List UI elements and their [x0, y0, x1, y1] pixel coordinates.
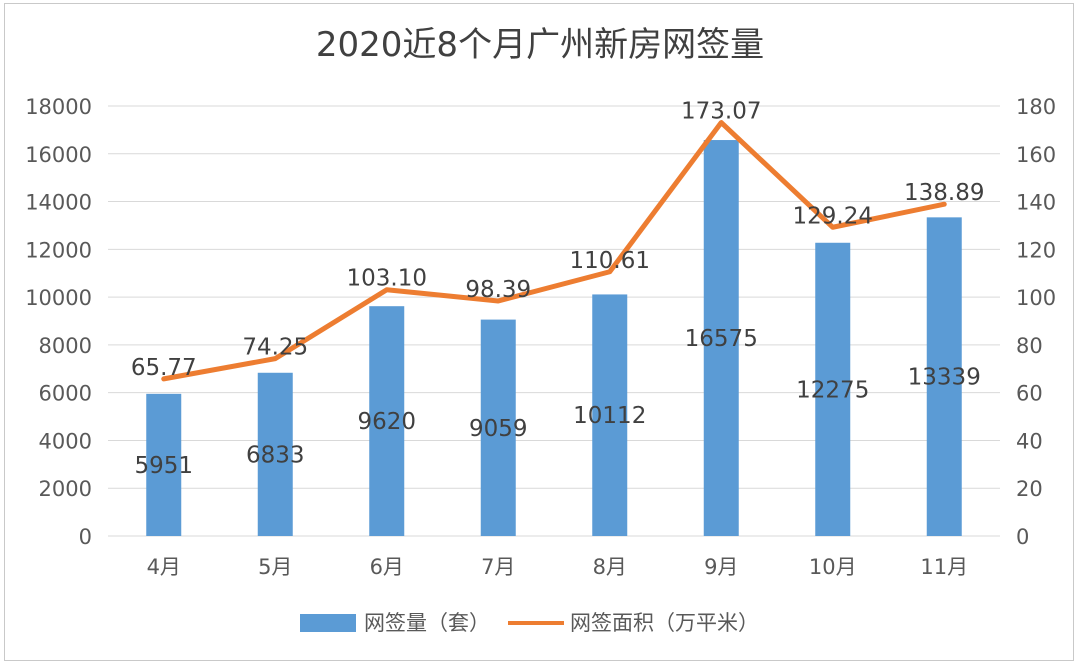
line-data-label: 173.07 [681, 99, 761, 125]
right-tick-label: 180 [1016, 95, 1056, 119]
bar [926, 217, 962, 536]
left-tick-label: 10000 [25, 286, 92, 310]
left-tick-label: 18000 [25, 95, 92, 119]
gridlines [108, 105, 1000, 537]
bar-series [146, 140, 962, 536]
chart-frame [4, 3, 1074, 661]
left-tick-label: 0 [79, 525, 92, 549]
bar-data-labels: 5951 6833 9620 9059 10112 16575 12275 13339 [134, 326, 980, 479]
category-label: 8月 [593, 555, 627, 579]
legend-label-bar: 网签量（套） [364, 611, 490, 635]
right-axis-ticks: 0 20 40 60 80 100 120 140 160 180 [1016, 95, 1056, 549]
right-tick-label: 0 [1016, 525, 1029, 549]
category-label: 7月 [481, 555, 515, 579]
line-data-label: 65.77 [131, 355, 197, 381]
line-data-label: 138.89 [904, 180, 984, 206]
left-tick-label: 6000 [39, 382, 92, 406]
right-tick-label: 140 [1016, 191, 1056, 215]
right-tick-label: 100 [1016, 286, 1056, 310]
right-tick-label: 120 [1016, 238, 1056, 262]
bar-data-label: 6833 [246, 442, 305, 468]
bar-data-label: 9620 [357, 409, 416, 435]
category-label: 4月 [147, 555, 181, 579]
left-tick-label: 16000 [25, 143, 92, 167]
line-data-label: 98.39 [465, 277, 531, 303]
left-tick-label: 8000 [39, 334, 92, 358]
bar [815, 242, 851, 536]
bar-data-label: 13339 [908, 365, 981, 391]
bar [369, 306, 405, 536]
bar-data-label: 12275 [796, 377, 869, 403]
chart-title: 2020近8个月广州新房网签量 [316, 25, 764, 65]
line-series [161, 120, 947, 382]
right-tick-label: 160 [1016, 143, 1056, 167]
left-tick-label: 2000 [39, 477, 92, 501]
line-data-label: 74.25 [242, 335, 308, 361]
right-tick-label: 60 [1016, 382, 1043, 406]
legend-swatch-bar [300, 614, 356, 632]
line-data-label: 110.61 [570, 248, 650, 274]
left-axis-ticks: 0 2000 4000 6000 8000 10000 12000 14000 16000 180… [25, 95, 92, 549]
bar-data-label: 9059 [469, 416, 528, 442]
category-label: 10月 [809, 555, 857, 579]
line-data-label: 103.10 [347, 266, 427, 292]
right-tick-label: 80 [1016, 334, 1043, 358]
bar-data-label: 16575 [685, 326, 758, 352]
right-tick-label: 20 [1016, 477, 1043, 501]
line-data-labels: 65.77 74.25 103.10 98.39 110.61 173.07 129.24 1… [131, 99, 985, 381]
bar [257, 372, 293, 536]
bar-data-label: 5951 [134, 453, 193, 479]
left-tick-label: 12000 [25, 238, 92, 262]
bar [480, 319, 516, 536]
legend: 网签量（套） 网签面积（万平米） [300, 611, 759, 635]
left-tick-label: 14000 [25, 191, 92, 215]
bar [592, 294, 628, 536]
category-label: 6月 [370, 555, 404, 579]
series-line [161, 120, 947, 382]
left-tick-label: 4000 [39, 429, 92, 453]
category-label: 5月 [258, 555, 292, 579]
legend-label-line: 网签面积（万平米） [570, 611, 759, 635]
bar [146, 393, 182, 536]
category-label: 9月 [704, 555, 738, 579]
bar [703, 140, 739, 536]
bar-data-label: 10112 [573, 403, 646, 429]
category-label: 11月 [920, 555, 968, 579]
right-tick-label: 40 [1016, 429, 1043, 453]
line-data-label: 129.24 [793, 203, 873, 229]
category-labels: 4月 5月 6月 7月 8月 9月 10月 11月 [147, 555, 969, 579]
